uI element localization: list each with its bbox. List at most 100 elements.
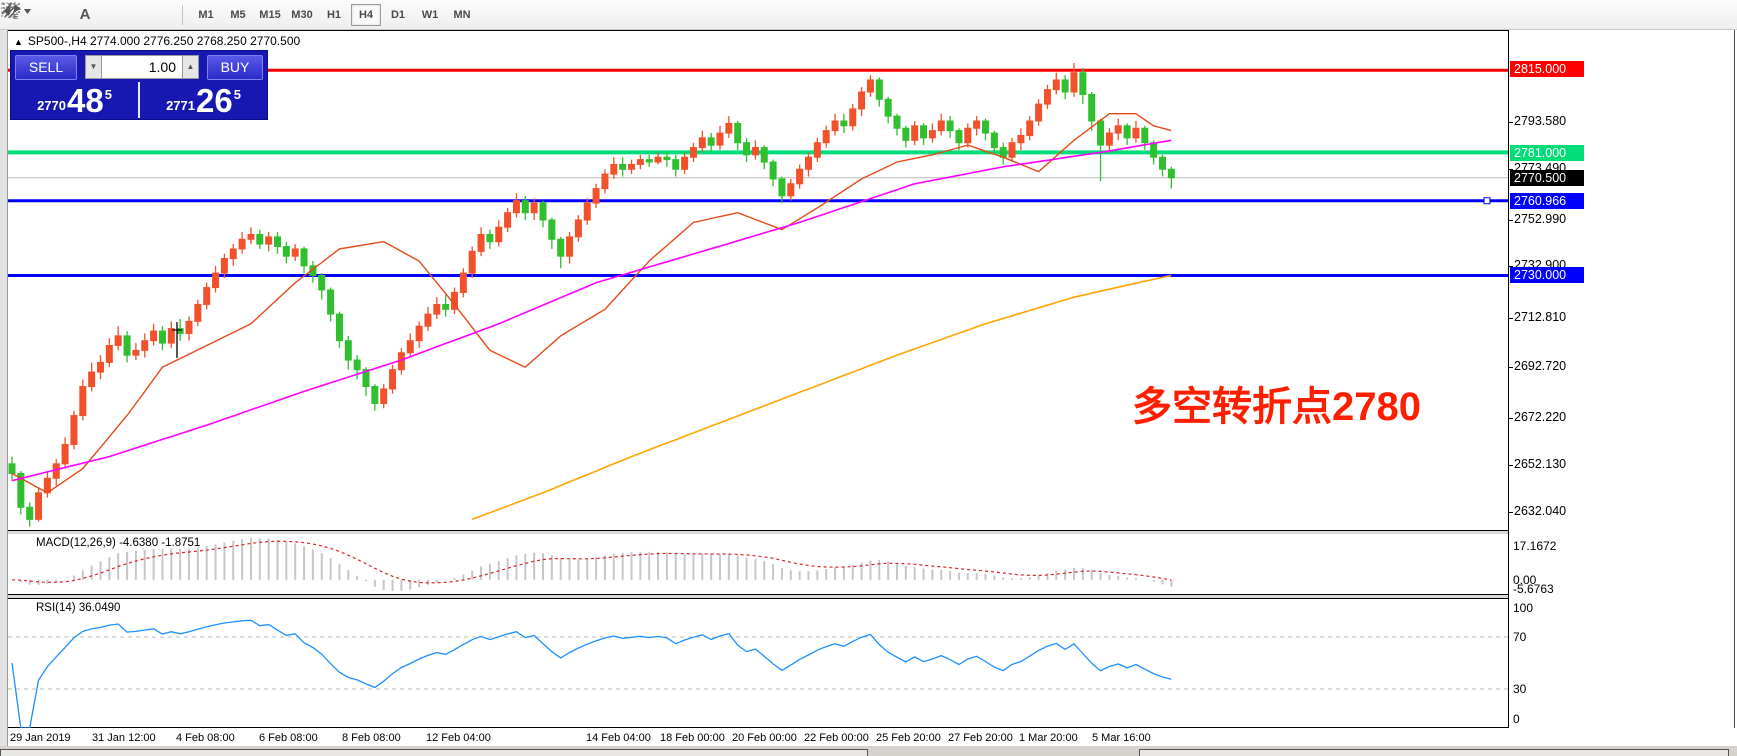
time-axis[interactable]: 29 Jan 2019 31 Jan 12:00 4 Feb 08:00 6 Feb … <box>8 728 1735 746</box>
candle-body <box>831 120 839 132</box>
macd-signal-line <box>11 540 1172 584</box>
time-axis-label: 4 Feb 08:00 <box>176 732 235 744</box>
sell-price[interactable]: 2770 48 5 <box>11 82 140 118</box>
candle-body <box>459 272 467 293</box>
timeframe-button-D1[interactable]: D1 <box>390 8 406 21</box>
candle-body <box>1097 120 1105 146</box>
candle-body <box>35 492 43 520</box>
candle-body <box>212 272 220 289</box>
candle-body <box>654 156 662 163</box>
candle-body <box>105 345 113 363</box>
candle-body <box>805 156 812 170</box>
text-label-icon[interactable]: A <box>79 6 91 23</box>
price-badge-2781.000: 2781.000 <box>1510 145 1584 161</box>
candle-body <box>150 330 158 342</box>
time-axis-label: 25 Feb 20:00 <box>876 732 941 744</box>
candle-body <box>893 115 901 129</box>
price-axis-line <box>1508 30 1509 728</box>
time-axis-label: 18 Feb 00:00 <box>660 732 725 744</box>
volume-increase-button[interactable]: ▲ <box>182 55 199 79</box>
candle-body <box>486 233 494 243</box>
text-box-icon[interactable]: T <box>1 2 130 26</box>
arrows-objects-dropdown-icon[interactable] <box>3 4 172 26</box>
fibonacci-grid-icon[interactable]: F <box>3 3 66 26</box>
candle-body <box>70 415 78 445</box>
candle-body <box>628 163 635 170</box>
macd-indicator-chart[interactable] <box>8 534 1508 595</box>
candle-body <box>672 159 680 170</box>
candle-body <box>132 349 140 356</box>
candle-body <box>548 219 556 240</box>
toolbar: E F A T <box>0 0 1737 30</box>
candlestick-chart[interactable] <box>8 30 1508 531</box>
price-axis-label: 2692.720 <box>1514 359 1567 373</box>
candle-body <box>982 120 989 134</box>
svg-text:F: F <box>13 14 17 21</box>
volume-input[interactable]: 1.00 <box>102 55 182 79</box>
timeframe-button-M1[interactable]: M1 <box>198 8 214 21</box>
timeframe-button-W1[interactable]: W1 <box>421 8 439 21</box>
candle-body <box>158 330 166 344</box>
candle-body <box>521 200 529 214</box>
chart-tab-bar <box>0 746 1737 756</box>
timeframe-button-M15[interactable]: M15 <box>259 8 281 21</box>
sell-price-big: 48 <box>66 82 104 119</box>
volume-decrease-button[interactable]: ▼ <box>85 55 102 79</box>
timeframe-button-M5[interactable]: M5 <box>230 8 246 21</box>
candle-body <box>194 303 202 322</box>
price-badge-2760.966: 2760.966 <box>1510 193 1584 209</box>
panel-splitter[interactable] <box>8 595 1508 598</box>
buy-price-sup: 5 <box>233 87 241 102</box>
timeframe-button-MN[interactable]: MN <box>453 8 471 21</box>
window-right-border <box>1734 30 1735 746</box>
macd-label: MACD(12,26,9) -4.6380 -1.8751 <box>36 537 201 549</box>
candle-body <box>61 443 69 465</box>
price-axis-label: 2793.580 <box>1514 114 1567 128</box>
sell-button[interactable]: SELL <box>15 54 77 80</box>
support-line-1-handle[interactable] <box>1483 197 1491 205</box>
rsi-indicator-chart[interactable] <box>8 598 1508 729</box>
candle-body <box>247 233 255 240</box>
candle-body <box>495 226 503 243</box>
timeframe-buttons: M1 M5 M15 M30 H1 H4 D1 W1 MN <box>191 3 479 26</box>
chart-tab[interactable] <box>1139 749 1729 756</box>
ma-medium-line <box>11 139 1172 482</box>
price-axis-tickmark <box>1508 169 1513 170</box>
rsi-axis-label: 30 <box>1513 682 1527 696</box>
timeframe-button-H1[interactable]: H1 <box>326 8 342 21</box>
symbol-collapse-arrow[interactable]: ▲ <box>14 37 23 47</box>
ma-slow-line <box>471 274 1172 521</box>
timeframe-button-M30[interactable]: M30 <box>291 8 313 21</box>
macd-axis-label: -5.6763 <box>1513 582 1554 596</box>
candle-body <box>291 248 299 257</box>
time-axis-label: 20 Feb 00:00 <box>732 732 797 744</box>
candle-body <box>592 188 600 204</box>
candle-body <box>17 472 25 508</box>
candle-body <box>610 163 618 175</box>
time-axis-label: 8 Feb 08:00 <box>342 732 401 744</box>
candle-body <box>468 250 476 274</box>
candle-body <box>141 340 149 351</box>
rsi-panel[interactable] <box>8 598 1508 728</box>
price-axis-tickmark <box>1508 318 1513 319</box>
candle-body <box>619 163 627 170</box>
candle-body <box>353 359 361 371</box>
buy-price[interactable]: 2771 26 5 <box>140 82 267 118</box>
candle-body <box>557 238 565 257</box>
candle-body <box>875 79 883 100</box>
timeframe-button-H4[interactable]: H4 <box>351 3 381 26</box>
rsi-line <box>11 619 1172 729</box>
buy-button[interactable]: BUY <box>207 54 263 80</box>
panel-splitter[interactable] <box>8 531 1508 534</box>
candle-body <box>583 202 591 221</box>
candle-body <box>1114 125 1122 134</box>
candle-body <box>707 137 715 146</box>
chart-tab[interactable] <box>0 749 868 756</box>
candle-body <box>1141 127 1149 144</box>
candle-body <box>97 361 104 373</box>
macd-panel[interactable] <box>8 534 1508 595</box>
candle-body <box>840 120 848 127</box>
candle-body <box>1150 142 1158 158</box>
candle-body <box>1123 125 1131 139</box>
candle-body <box>698 137 706 149</box>
